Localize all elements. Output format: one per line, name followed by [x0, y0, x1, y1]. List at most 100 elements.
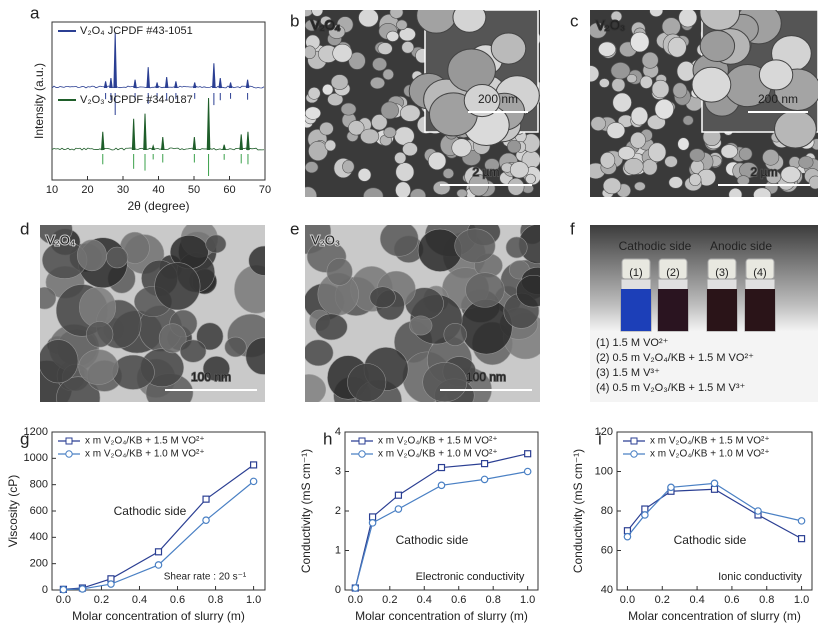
diffraction-peak [245, 79, 250, 89]
diffraction-peak [206, 97, 211, 151]
data-point [480, 475, 489, 484]
particle [611, 77, 626, 92]
y-tick-label: 80 [601, 505, 613, 517]
y-tick-label: 3 [335, 465, 341, 477]
y-axis-label: Intensity (a.u.) [32, 63, 46, 139]
particle [386, 30, 400, 42]
annotation: Cathodic side [674, 533, 747, 547]
particle [305, 374, 327, 402]
y-tick-label: 800 [30, 479, 48, 491]
micrograph: V₂O₃ 100 nm [305, 225, 540, 402]
particle [348, 52, 366, 70]
particle [377, 42, 393, 55]
particle [308, 141, 328, 162]
y-tick-label: 60 [601, 544, 613, 556]
y-tick-label: 4 [335, 426, 341, 438]
particle [307, 87, 321, 100]
data-point [797, 517, 806, 525]
particle [389, 10, 404, 19]
particle [409, 315, 433, 336]
series-line [354, 470, 528, 589]
y-axis-label: Conductivity (mS cm⁻¹) [571, 449, 585, 573]
particle [330, 74, 349, 90]
x-tick-label: 1.0 [246, 594, 261, 606]
legend-label: x m V₂O₄/KB + 1.5 M VO²⁺ [650, 436, 770, 447]
particle [617, 146, 636, 161]
series-line [626, 482, 802, 538]
x-tick-label: 0.8 [486, 594, 501, 606]
particle [305, 106, 322, 120]
data-point [797, 535, 806, 543]
data-point [623, 527, 632, 535]
x-tick-label: 0.6 [724, 594, 739, 606]
x-tick-label: 0.4 [132, 594, 147, 606]
legend-marker [358, 450, 366, 458]
inset-scale-label: 200 nm [758, 92, 798, 106]
particle [40, 286, 57, 310]
annotation: Cathodic side [396, 533, 469, 547]
particle [648, 142, 667, 163]
particle [205, 234, 227, 254]
particle [634, 181, 646, 191]
particle [780, 166, 801, 184]
data-point [249, 477, 258, 486]
particle [321, 83, 334, 96]
x-tick-label: 1.0 [794, 594, 809, 606]
particle [689, 173, 702, 186]
data-point [249, 461, 258, 469]
particle [689, 148, 705, 162]
photo-legend: (3) 1.5 M V³⁺ [596, 367, 660, 379]
particle [443, 323, 467, 346]
particle [202, 356, 230, 382]
particle [395, 181, 411, 197]
particle [40, 339, 79, 384]
diffraction-peak [164, 76, 169, 89]
particle [509, 161, 529, 179]
panel-label: f [570, 219, 575, 238]
legend-marker [358, 437, 366, 445]
sample-label: V₂O₄ [46, 232, 75, 247]
particle [610, 62, 631, 80]
particle [507, 139, 522, 154]
sample-label: V₂O₃ [596, 17, 625, 32]
particle [630, 106, 649, 126]
scale-label: 2 µm [751, 165, 778, 179]
data-point [710, 479, 719, 488]
legend-label: x m V₂O₄/KB + 1.5 M VO²⁺ [85, 436, 205, 447]
panel-label: a [30, 3, 40, 22]
vial-liquid [658, 289, 688, 331]
legend-label: V₂O₃ JCPDF #34-0187 [80, 94, 193, 106]
particle [505, 236, 528, 259]
inset-particle [691, 66, 732, 103]
data-point [154, 548, 163, 556]
particle [86, 321, 114, 348]
particle [311, 10, 324, 17]
diffraction-peak [109, 78, 113, 89]
particle [598, 78, 610, 88]
particle [676, 61, 696, 82]
x-axis-label: Molar concentration of slurry (m) [628, 609, 801, 623]
particle [328, 24, 346, 39]
x-tick-label: 0.2 [382, 594, 397, 606]
y-axis-label: Conductivity (mS cm⁻¹) [299, 449, 313, 573]
particle [808, 175, 818, 190]
particle [639, 75, 653, 89]
data-point [437, 481, 446, 490]
particle [369, 286, 396, 309]
particle [590, 22, 607, 39]
y-tick-label: 1200 [24, 426, 48, 438]
inset-particle [758, 59, 794, 91]
particle [106, 246, 129, 269]
particle [456, 188, 468, 197]
data-point [368, 513, 377, 521]
annotation: Ionic conductivity [718, 571, 802, 583]
diffraction-peak [212, 63, 216, 89]
micrograph: V₂O₄ 100 nm [40, 225, 265, 402]
diffraction-peak [131, 118, 136, 151]
series-line [626, 488, 802, 540]
particle [409, 188, 427, 197]
particle [661, 17, 681, 37]
particle [401, 41, 415, 54]
x-tick-label: 0.6 [170, 594, 185, 606]
